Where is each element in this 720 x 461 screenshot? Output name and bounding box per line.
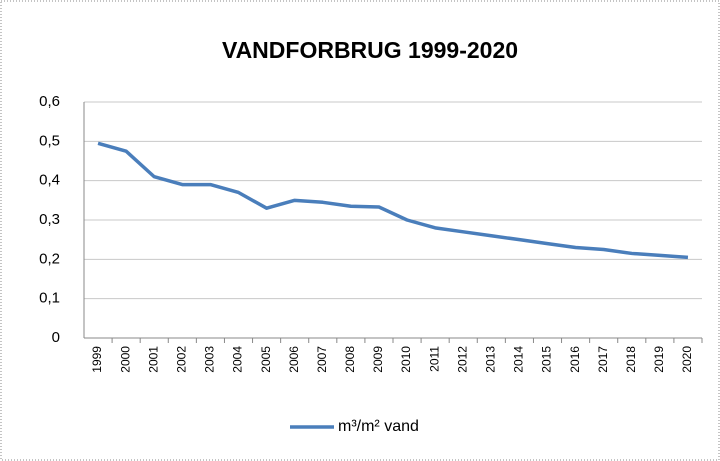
x-tick-label: 2011	[427, 346, 441, 372]
x-tick-label: 2002	[174, 346, 188, 373]
x-tick-label: 2006	[287, 346, 301, 373]
y-tick-label: 0,5	[39, 132, 60, 149]
x-tick-label: 2015	[540, 346, 554, 373]
x-tick-label: 2014	[512, 346, 526, 373]
x-tick-label: 2019	[652, 346, 666, 373]
x-tick-label: 2016	[568, 346, 582, 373]
y-tick-label: 0	[52, 329, 60, 346]
x-tick-label: 2003	[203, 346, 217, 373]
x-tick-label: 2008	[343, 346, 357, 373]
x-tick-label: 2007	[315, 346, 329, 373]
x-tick-label: 2004	[231, 346, 245, 373]
x-tick-label: 1999	[90, 346, 104, 373]
y-tick-label: 0,4	[39, 172, 60, 189]
y-tick-label: 0,2	[39, 250, 60, 267]
x-tick-label: 2018	[624, 346, 638, 373]
chart-title: VANDFORBRUG 1999-2020	[222, 37, 518, 63]
x-tick-label: 2009	[371, 346, 385, 373]
legend-label: m³/m² vand	[338, 418, 419, 435]
x-tick-label: 2001	[146, 346, 160, 373]
x-tick-label: 2005	[259, 346, 273, 373]
data-line	[97, 141, 689, 260]
y-tick-label: 0,6	[39, 93, 60, 110]
x-tick-label: 2020	[680, 346, 694, 373]
x-tick-label: 2010	[399, 346, 413, 373]
x-tick-label: 2012	[455, 346, 469, 373]
y-tick-label: 0,3	[39, 211, 60, 228]
x-tick-label: 2013	[483, 346, 497, 373]
x-tick-label: 2017	[596, 346, 610, 373]
x-tick-label: 2000	[118, 346, 132, 373]
y-tick-label: 0,1	[39, 290, 60, 307]
